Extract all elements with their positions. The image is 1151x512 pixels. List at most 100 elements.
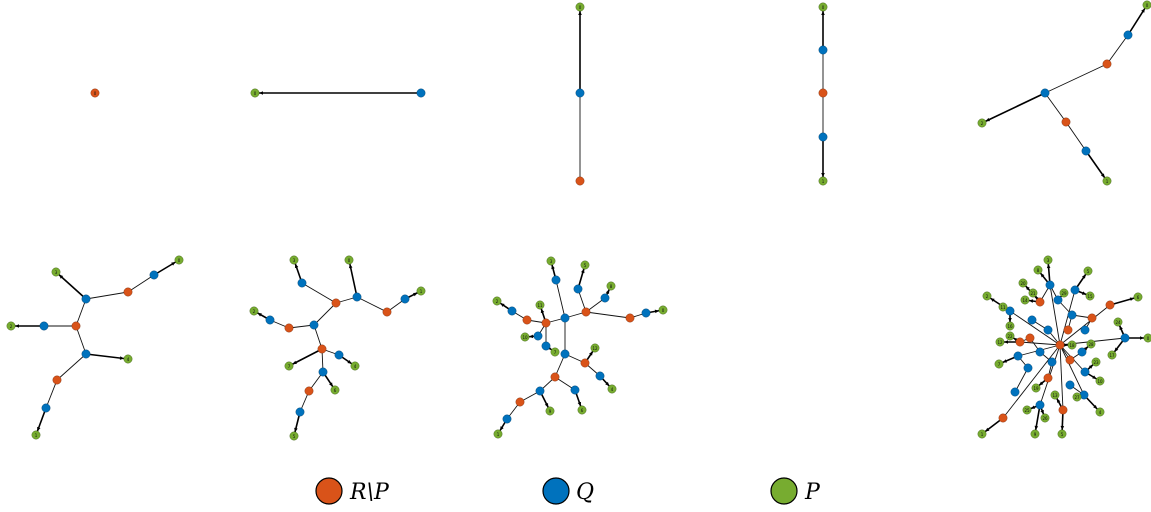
tree-edge (357, 297, 387, 312)
node-q (1024, 364, 1032, 372)
node-q (1078, 348, 1086, 356)
node-q (508, 307, 516, 315)
node-label: 2 (981, 121, 984, 126)
tree-edge (1020, 342, 1060, 345)
legend-item-r-minus-p: R\P (316, 478, 390, 505)
arrowhead (1040, 410, 1043, 414)
node-label: 5 (584, 263, 587, 268)
node-q (266, 316, 274, 324)
node-label: 9 (549, 409, 552, 414)
node-label: 13 (1052, 393, 1058, 398)
node-label: 3 (293, 258, 296, 263)
node-q (353, 293, 361, 301)
node-label: 15 (1087, 294, 1093, 299)
tree-edges (11, 260, 179, 435)
node-r-minus-p (1036, 298, 1044, 306)
tree-panel-8: 358211100712419 6 (493, 257, 667, 438)
node-q (310, 321, 318, 329)
tree-edges (255, 91, 421, 95)
node-r-minus-p (1056, 341, 1064, 349)
legend-label-q: Q (576, 480, 594, 505)
arrowhead (259, 91, 263, 95)
node-r-minus-p (626, 314, 634, 322)
legend-item-p: P (771, 478, 821, 505)
tree-nodes: 021 (978, 1, 1151, 185)
node-q (642, 309, 650, 317)
node-q (1068, 311, 1076, 319)
arrowhead (1008, 318, 1012, 322)
node-label: 19 (1033, 386, 1039, 391)
tree-panel-3: 0 (576, 3, 584, 185)
node-label: 0 (1146, 3, 1149, 8)
node-q (1081, 326, 1089, 334)
node-label: 8 (1037, 268, 1040, 273)
node-label: 0 (348, 258, 351, 263)
arrowhead (581, 269, 584, 273)
legend-label-p: P (804, 480, 821, 505)
tree-panel-9: 3560104591721213141516171819202122232425… (978, 256, 1151, 438)
node-q (42, 404, 50, 412)
node-label: 20 (1020, 281, 1026, 286)
node-label: 4 (127, 357, 130, 362)
arrowhead (1031, 405, 1035, 408)
tree-nodes: 0 (91, 89, 99, 97)
node-r-minus-p (1062, 118, 1070, 126)
tree-edge-arrow (982, 93, 1045, 123)
node-q (576, 89, 584, 97)
node-q (571, 386, 579, 394)
arrowhead (37, 427, 40, 431)
node-q (574, 285, 582, 293)
node-label: 5 (1061, 432, 1064, 437)
node-r-minus-p (72, 322, 80, 330)
tree-edge (57, 354, 86, 380)
node-label: 17 (1109, 353, 1115, 358)
node-r-minus-p (542, 319, 550, 327)
node-label: 2 (253, 309, 256, 314)
tree-panel-5: 021 (978, 1, 1151, 185)
tree-panels: 0 00 01021320413 0217 465358211100712419 6356… (7, 1, 1151, 440)
node-label: 7 (554, 350, 557, 355)
node-r-minus-p (1026, 334, 1034, 342)
node-label: 6 (334, 388, 337, 393)
node-label: 5 (293, 434, 296, 439)
node-label: 10 (522, 335, 528, 340)
node-r-minus-p (819, 89, 827, 97)
node-label: 29 (1061, 291, 1067, 296)
node-label: 1 (497, 432, 500, 437)
node-label: 1 (420, 289, 423, 294)
node-label: 12 (592, 346, 598, 351)
node-q (1066, 381, 1074, 389)
node-r-minus-p (523, 316, 531, 324)
node-q (561, 350, 569, 358)
tree-edge (586, 312, 630, 318)
arrowhead (1047, 264, 1051, 268)
node-label: 3 (55, 270, 58, 275)
node-r-minus-p (285, 324, 293, 332)
node-r-minus-p (516, 398, 524, 406)
tree-edge (128, 275, 154, 292)
node-label: 18 (1069, 343, 1075, 348)
node-label: 12 (997, 340, 1003, 345)
node-label: 3 (550, 259, 553, 264)
node-label: 2 (10, 324, 13, 329)
node-r-minus-p (1088, 314, 1096, 322)
node-q (1054, 296, 1062, 304)
node-q (82, 295, 90, 303)
legend-swatch-p (771, 478, 797, 504)
tree-nodes: 3560104591721213141516171819202122232425… (978, 256, 1151, 438)
node-label: 0 (254, 91, 257, 96)
node-label: 4 (1099, 410, 1102, 415)
node-q (1121, 334, 1129, 342)
node-q (534, 332, 542, 340)
node-label: 11 (1000, 305, 1006, 310)
node-r-minus-p (1064, 326, 1072, 334)
node-label: 5 (1087, 269, 1090, 274)
node-q (542, 342, 550, 350)
node-q (552, 276, 560, 284)
node-r-minus-p (1066, 356, 1074, 364)
node-label: 21 (1030, 291, 1036, 296)
node-label: 14 (1022, 298, 1028, 303)
node-q (1036, 348, 1044, 356)
node-label: 1 (822, 179, 825, 184)
node-label: 0 (662, 308, 665, 313)
